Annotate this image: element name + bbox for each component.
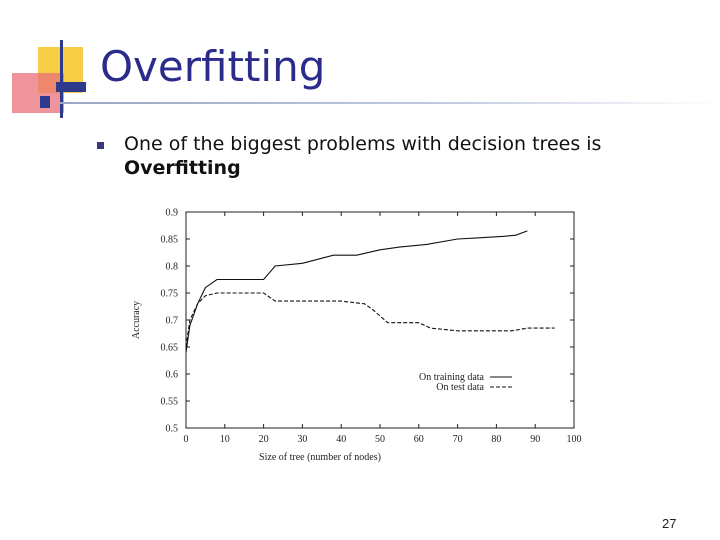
- legend-label: On training data: [419, 372, 485, 383]
- y-tick-label: 0.9: [166, 208, 179, 219]
- y-tick-label: 0.6: [166, 370, 179, 381]
- y-tick-label: 0.65: [161, 343, 179, 354]
- page-number: 27: [662, 516, 677, 531]
- x-tick-label: 100: [567, 434, 582, 445]
- title-underline: [60, 102, 720, 104]
- plot-frame: [185, 211, 575, 429]
- x-tick-label: 60: [414, 434, 424, 445]
- x-tick-label: 80: [491, 434, 501, 445]
- bullet-text-main: One of the biggest problems with decisio…: [124, 133, 602, 155]
- x-tick-label: 10: [220, 434, 230, 445]
- bullet-text: One of the biggest problems with decisio…: [124, 132, 684, 180]
- x-axis-label: Size of tree (number of nodes): [259, 452, 381, 463]
- slide-title: Overfitting: [100, 42, 326, 91]
- y-tick-label: 0.85: [161, 235, 179, 246]
- y-tick-label: 0.5: [166, 424, 179, 435]
- series-line-test: [185, 292, 555, 348]
- x-tick-label: 0: [184, 434, 189, 445]
- x-tick-label: 20: [259, 434, 269, 445]
- legend-label: On test data: [436, 382, 484, 393]
- y-tick-label: 0.7: [166, 316, 179, 327]
- series-line-training: [185, 230, 528, 353]
- y-tick-label: 0.55: [161, 397, 179, 408]
- bullet-marker: [97, 142, 104, 149]
- x-tick-label: 40: [336, 434, 346, 445]
- x-tick-label: 90: [530, 434, 540, 445]
- y-tick-label: 0.75: [161, 289, 179, 300]
- x-tick-label: 50: [375, 434, 385, 445]
- bullet-text-bold: Overfitting: [124, 157, 241, 179]
- x-tick-label: 30: [297, 434, 307, 445]
- y-tick-label: 0.8: [166, 262, 179, 273]
- x-tick-label: 70: [453, 434, 463, 445]
- y-axis-label: Accuracy: [131, 301, 142, 339]
- slide-logo: [0, 0, 100, 130]
- accuracy-chart: 0.5 0.55 0.6 0.65 0.7 0.75 0.8 0.85 0.9 0 10 20 30 40…: [131, 208, 582, 464]
